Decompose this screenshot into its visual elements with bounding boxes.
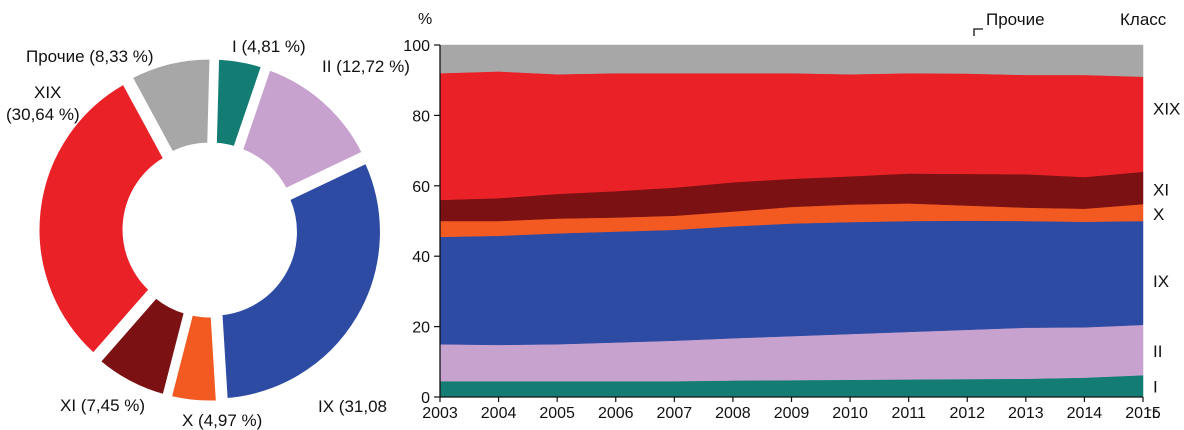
donut-slice-xi [100,297,185,396]
side-label-xi: XI [1153,180,1169,199]
y-tick-label: 0 [421,390,430,407]
side-label-i: I [1153,377,1158,396]
y-tick-label: 80 [412,108,430,125]
x-tick-label: 2009 [774,405,810,422]
area-band-ix [439,220,1144,346]
side-label-x: X [1153,205,1164,224]
x-tick-label: 2015 [1125,405,1161,422]
x-tick-label: 2010 [832,405,868,422]
y-tick-label: 60 [412,179,430,196]
side-label-ii: II [1153,342,1162,361]
side-label-xix: XIX [1153,99,1180,118]
donut-slice-ix [221,162,381,400]
donut-slice-label-ii: II (12,72 %) [322,57,410,76]
donut-slice-i [215,58,262,148]
x-tick-label: 2012 [949,405,985,422]
y-tick-label: 40 [412,249,430,266]
x-tick-label: 2007 [657,405,693,422]
donut-slice-xix [38,83,165,354]
y-axis-unit: % [418,11,432,28]
donut-slice-label-xix: XIX [34,83,61,102]
x-tick-label: 2013 [1008,405,1044,422]
legend-title: Класс [1120,10,1167,29]
donut-slice-label-ix: IX (31,08 [318,397,387,416]
x-tick-label: 2006 [598,405,634,422]
area-bands [439,44,1144,398]
others-callout: Прочие [973,10,1045,36]
donut-slice-label-xi: XI (7,45 %) [60,396,145,415]
x-tick-label: 2005 [539,405,575,422]
donut-slice-ii [242,69,363,189]
y-tick-label: 20 [412,320,430,337]
x-tick-label: 2014 [1067,405,1103,422]
area-axes: 0 20 40 60 80 100 2003 2004 2005 2006 2007 2008 2009… [403,38,1180,422]
donut-slice-label-прочие: Прочие (8,33 %) [26,47,154,66]
x-axis-unit: гг. [1146,405,1160,422]
donut-slice-прочие [131,58,211,153]
donut-slice-label2-xix: (30,64 %) [6,105,80,124]
x-tick-label: 2004 [481,405,517,422]
stacked-area-chart: 0 20 40 60 80 100 2003 2004 2005 2006 2007 2008 2009… [403,10,1180,422]
donut-chart: I (4,81 %) II (12,72 %) IX (31,08 X (4,97 %… [6,37,410,430]
x-tick-label: 2011 [891,405,926,422]
x-tick-label: 2008 [715,405,751,422]
area-band-прочие [439,44,1144,77]
others-callout-label: Прочие [986,10,1045,29]
y-tick-label: 100 [403,38,430,55]
donut-slice-label-x: X (4,97 %) [182,411,262,430]
x-tick-label: 2003 [422,405,458,422]
donut-slice-x [170,314,217,402]
side-label-ix: IX [1153,272,1169,291]
donut-slice-label-i: I (4,81 %) [232,37,306,56]
